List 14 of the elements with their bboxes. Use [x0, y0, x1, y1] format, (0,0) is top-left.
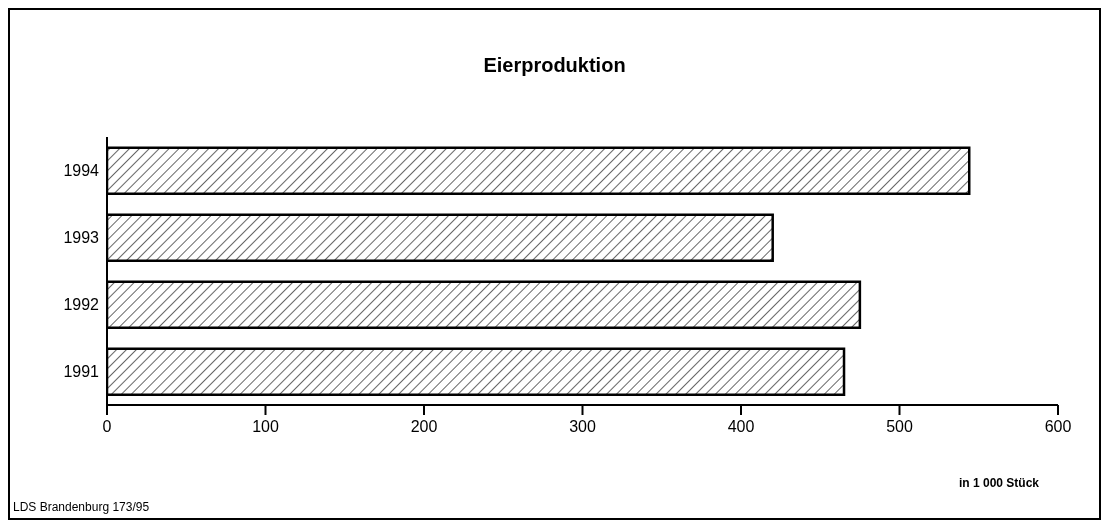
x-tick-label: 100 [252, 418, 279, 436]
y-tick-label: 1993 [63, 229, 100, 247]
x-axis-title: in 1 000 Stück [958, 476, 1039, 490]
chart-title: Eierproduktion [482, 54, 627, 77]
y-tick-label: 1994 [63, 162, 100, 180]
x-tick-label: 200 [410, 418, 438, 436]
x-tick-label: 0 [102, 418, 112, 436]
y-tick-label: 1991 [63, 363, 100, 381]
x-tick-label: 400 [727, 418, 755, 436]
y-tick-label: 1992 [63, 296, 100, 314]
text: LDS Brandenburg 173/95 [13, 500, 150, 514]
x-tick-label: 300 [569, 418, 596, 436]
x-tick-label: 500 [886, 418, 913, 436]
x-tick-label: 600 [1044, 418, 1072, 436]
